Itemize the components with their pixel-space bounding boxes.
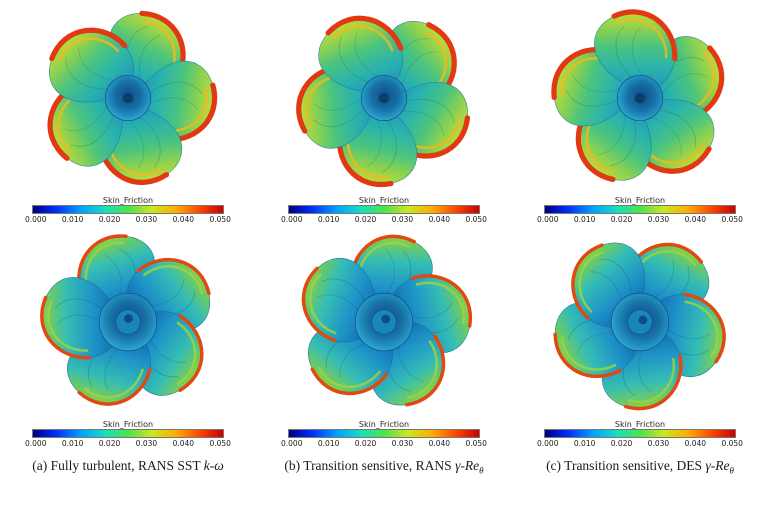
colorbar-tick: 0.010 [573,439,596,448]
caption-math: γ-Re [455,458,480,473]
colorbar-tick: 0.040 [172,439,195,448]
colorbar-tick: 0.040 [684,215,707,224]
colorbar-gradient [32,205,224,214]
colorbar-title: Skin_Friction [102,196,154,205]
colorbar-tick: 0.040 [172,215,195,224]
colorbar-tick: 0.020 [354,439,377,448]
colorbar-tick: 0.020 [610,439,633,448]
caption-text: (b) Transition sensitive, RANS [284,458,456,473]
colorbar-tick: 0.000 [25,439,47,448]
colorbar-tick: 0.040 [428,215,451,224]
colorbar-tick: 0.050 [209,439,231,448]
panel-c-pressure: Skin_Friction 0.000 0.010 0.020 0.030 0.040 0… [512,224,768,448]
colorbar: Skin_Friction 0.000 0.010 0.020 0.030 0.040 0… [281,420,487,448]
colorbar-tick: 0.020 [98,439,121,448]
colorbar-tick: 0.000 [537,439,559,448]
panel-b-suction: Skin_Friction 0.000 0.010 0.020 0.030 0.040 0… [256,0,512,224]
colorbar-tick: 0.000 [281,215,303,224]
colorbar-tick: 0.030 [647,439,670,448]
panel-grid-top-row: Skin_Friction 0.000 0.010 0.020 0.030 0.040 0… [0,0,769,224]
colorbar-tick: 0.010 [61,215,84,224]
colorbar-tick: 0.000 [537,215,559,224]
colorbar-tick: 0.050 [465,439,487,448]
colorbar-tick: 0.030 [391,439,414,448]
colorbar-tick: 0.050 [209,215,231,224]
caption-b: (b) Transition sensitive, RANS γ-Reθ [256,458,512,476]
propeller-rendering [537,226,743,418]
caption-subscript: θ [479,465,484,476]
colorbar-ticks: 0.000 0.010 0.020 0.030 0.040 0.050 [281,439,487,448]
caption-row: (a) Fully turbulent, RANS SST k-ω (b) Tr… [0,458,769,476]
colorbar-tick: 0.030 [135,439,158,448]
panel-b-pressure: Skin_Friction 0.000 0.010 0.020 0.030 0.040 0… [256,224,512,448]
panel-a-suction: Skin_Friction 0.000 0.010 0.020 0.030 0.040 0… [0,0,256,224]
colorbar: Skin_Friction 0.000 0.010 0.020 0.030 0.040 0… [281,196,487,224]
colorbar-ticks: 0.000 0.010 0.020 0.030 0.040 0.050 [281,215,487,224]
colorbar-title: Skin_Friction [102,420,154,429]
colorbar: Skin_Friction 0.000 0.010 0.020 0.030 0.040 0… [537,420,743,448]
colorbar-tick: 0.010 [61,439,84,448]
colorbar-title: Skin_Friction [358,420,410,429]
colorbar-tick: 0.000 [281,439,303,448]
caption-text: (c) Transition sensitive, DES [546,458,706,473]
colorbar: Skin_Friction 0.000 0.010 0.020 0.030 0.040 0… [25,420,231,448]
colorbar: Skin_Friction 0.000 0.010 0.020 0.030 0.040 0… [25,196,231,224]
propeller-rendering [25,2,231,194]
colorbar-tick: 0.020 [610,215,633,224]
colorbar-tick: 0.050 [465,215,487,224]
colorbar-gradient [288,205,480,214]
colorbar-gradient [32,429,224,438]
colorbar-tick: 0.040 [684,439,707,448]
colorbar-tick: 0.020 [354,215,377,224]
colorbar-title: Skin_Friction [614,420,666,429]
caption-subscript: θ [729,465,734,476]
caption-math: k-ω [203,458,224,473]
colorbar-gradient [544,205,736,214]
caption-math: γ-Re [705,458,730,473]
colorbar-tick: 0.030 [135,215,158,224]
colorbar-title: Skin_Friction [614,196,666,205]
propeller-rendering [25,226,231,418]
colorbar-ticks: 0.000 0.010 0.020 0.030 0.040 0.050 [537,215,743,224]
colorbar-tick: 0.040 [428,439,451,448]
colorbar-tick: 0.010 [317,439,340,448]
caption-a: (a) Fully turbulent, RANS SST k-ω [0,458,256,476]
colorbar-tick: 0.020 [98,215,121,224]
propeller-rendering [281,2,487,194]
colorbar-gradient [288,429,480,438]
colorbar-tick: 0.010 [317,215,340,224]
panel-grid-bottom-row: Skin_Friction 0.000 0.010 0.020 0.030 0.040 0… [0,224,769,448]
caption-text: (a) Fully turbulent, RANS SST [32,458,204,473]
colorbar-ticks: 0.000 0.010 0.020 0.030 0.040 0.050 [25,215,231,224]
propeller-rendering [281,226,487,418]
colorbar: Skin_Friction 0.000 0.010 0.020 0.030 0.040 0… [537,196,743,224]
propeller-rendering [537,2,743,194]
colorbar-tick: 0.050 [721,215,743,224]
colorbar-tick: 0.030 [391,215,414,224]
colorbar-tick: 0.030 [647,215,670,224]
panel-c-suction: Skin_Friction 0.000 0.010 0.020 0.030 0.040 0… [512,0,768,224]
colorbar-ticks: 0.000 0.010 0.020 0.030 0.040 0.050 [25,439,231,448]
colorbar-tick: 0.010 [573,215,596,224]
colorbar-tick: 0.000 [25,215,47,224]
panel-a-pressure: Skin_Friction 0.000 0.010 0.020 0.030 0.040 0… [0,224,256,448]
colorbar-title: Skin_Friction [358,196,410,205]
colorbar-gradient [544,429,736,438]
colorbar-tick: 0.050 [721,439,743,448]
colorbar-ticks: 0.000 0.010 0.020 0.030 0.040 0.050 [537,439,743,448]
caption-c: (c) Transition sensitive, DES γ-Reθ [512,458,768,476]
